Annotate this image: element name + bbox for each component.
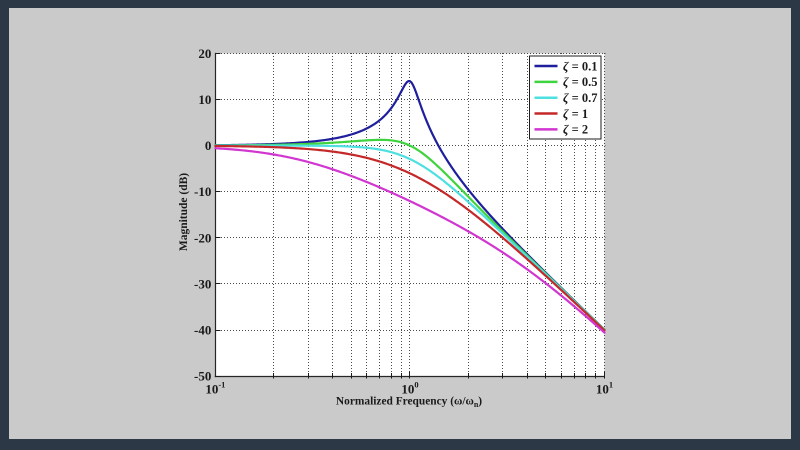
svg-text:-20: -20 — [194, 230, 211, 245]
svg-text:ζ = 0.5: ζ = 0.5 — [563, 75, 598, 89]
svg-text:100: 100 — [401, 380, 418, 397]
svg-text:-40: -40 — [194, 323, 211, 338]
svg-text:-30: -30 — [194, 276, 211, 291]
svg-text:10: 10 — [198, 92, 211, 107]
svg-text:-10: -10 — [194, 184, 211, 199]
svg-text:ζ = 0.1: ζ = 0.1 — [563, 59, 598, 73]
svg-text:Magnitude (dB): Magnitude (dB) — [178, 173, 190, 251]
svg-text:101: 101 — [596, 380, 613, 397]
svg-text:ζ = 0.7: ζ = 0.7 — [563, 91, 598, 105]
svg-text:ζ = 1: ζ = 1 — [563, 107, 588, 121]
svg-text:Normalized Frequency (ω/ωn): Normalized Frequency (ω/ωn) — [336, 396, 482, 410]
svg-text:20: 20 — [198, 46, 211, 61]
svg-text:0: 0 — [205, 138, 212, 153]
svg-text:ζ = 2: ζ = 2 — [563, 123, 588, 137]
svg-text:-50: -50 — [194, 369, 211, 384]
